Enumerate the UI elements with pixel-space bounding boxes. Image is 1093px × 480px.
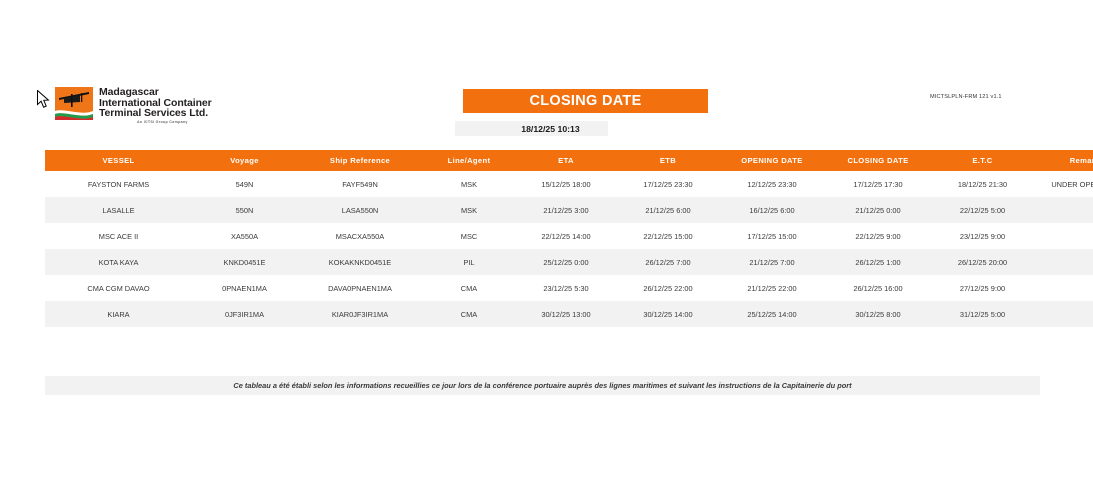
- column-header-voyage[interactable]: Voyage: [192, 150, 297, 171]
- cell-line-agent: PIL: [423, 249, 515, 275]
- cell-eta: 30/12/25 13:00: [515, 301, 617, 327]
- table-row[interactable]: FAYSTON FARMS 549N FAYF549N MSK 15/12/25…: [45, 171, 1093, 197]
- table-body: FAYSTON FARMS 549N FAYF549N MSK 15/12/25…: [45, 171, 1093, 327]
- table-row[interactable]: KOTA KAYA KNKD0451E KOKAKNKD0451E PIL 25…: [45, 249, 1093, 275]
- column-header-ship-reference[interactable]: Ship Reference: [297, 150, 423, 171]
- cell-voyage: KNKD0451E: [192, 249, 297, 275]
- cell-opening-date: 17/12/25 15:00: [719, 223, 825, 249]
- crane-glyph: [59, 92, 89, 107]
- cell-remarks: [1034, 301, 1093, 327]
- table-row[interactable]: KIARA 0JF3IR1MA KIAR0JF3IR1MA CMA 30/12/…: [45, 301, 1093, 327]
- cell-closing-date: 26/12/25 1:00: [825, 249, 931, 275]
- table-row[interactable]: MSC ACE II XA550A MSACXA550A MSC 22/12/2…: [45, 223, 1093, 249]
- cell-ship-reference: KIAR0JF3IR1MA: [297, 301, 423, 327]
- cell-voyage: 549N: [192, 171, 297, 197]
- cell-etc: 26/12/25 20:00: [931, 249, 1034, 275]
- cell-eta: 21/12/25 3:00: [515, 197, 617, 223]
- cell-etb: 30/12/25 14:00: [617, 301, 719, 327]
- column-header-closing-date[interactable]: CLOSING DATE: [825, 150, 931, 171]
- timestamp-banner: 18/12/25 10:13: [455, 121, 608, 136]
- cell-closing-date: 30/12/25 8:00: [825, 301, 931, 327]
- report-timestamp: 18/12/25 10:13: [521, 123, 580, 134]
- cell-etb: 22/12/25 15:00: [617, 223, 719, 249]
- cell-vessel: LASALLE: [45, 197, 192, 223]
- column-header-remarks[interactable]: Remarks: [1034, 150, 1093, 171]
- cell-line-agent: MSK: [423, 171, 515, 197]
- cell-line-agent: MSK: [423, 197, 515, 223]
- document-reference: MICTSLPLN-FRM 121 v1.1: [930, 94, 1002, 100]
- company-logo: Madagascar International Container Termi…: [55, 87, 212, 125]
- cell-closing-date: 22/12/25 9:00: [825, 223, 931, 249]
- table-row[interactable]: CMA CGM DAVAO 0PNAEN1MA DAVA0PNAEN1MA CM…: [45, 275, 1093, 301]
- cell-remarks: [1034, 223, 1093, 249]
- cell-vessel: MSC ACE II: [45, 223, 192, 249]
- cell-ship-reference: MSACXA550A: [297, 223, 423, 249]
- cell-opening-date: 21/12/25 7:00: [719, 249, 825, 275]
- cell-etb: 26/12/25 7:00: [617, 249, 719, 275]
- cell-opening-date: 21/12/25 22:00: [719, 275, 825, 301]
- logo-wordmark: Madagascar International Container Termi…: [99, 87, 212, 125]
- cell-etb: 26/12/25 22:00: [617, 275, 719, 301]
- cell-opening-date: 12/12/25 23:30: [719, 171, 825, 197]
- logo-tagline: An ICTSI Group Company: [137, 120, 188, 125]
- cell-etc: 18/12/25 21:30: [931, 171, 1034, 197]
- cell-vessel: KOTA KAYA: [45, 249, 192, 275]
- cell-etc: 31/12/25 5:00: [931, 301, 1034, 327]
- column-header-line-agent[interactable]: Line/Agent: [423, 150, 515, 171]
- cell-eta: 25/12/25 0:00: [515, 249, 617, 275]
- cell-etc: 23/12/25 9:00: [931, 223, 1034, 249]
- logo-crane-icon: [55, 87, 93, 120]
- cell-ship-reference: FAYF549N: [297, 171, 423, 197]
- cell-opening-date: 25/12/25 14:00: [719, 301, 825, 327]
- cell-vessel: KIARA: [45, 301, 192, 327]
- page-header: Madagascar International Container Termi…: [0, 0, 1093, 145]
- cell-ship-reference: KOKAKNKD0451E: [297, 249, 423, 275]
- cell-closing-date: 21/12/25 0:00: [825, 197, 931, 223]
- cell-remarks: [1034, 249, 1093, 275]
- cell-voyage: XA550A: [192, 223, 297, 249]
- cell-etb: 17/12/25 23:30: [617, 171, 719, 197]
- cell-etb: 21/12/25 6:00: [617, 197, 719, 223]
- cell-remarks: UNDER OPERATION: [1034, 171, 1093, 197]
- cell-eta: 15/12/25 18:00: [515, 171, 617, 197]
- cell-opening-date: 16/12/25 6:00: [719, 197, 825, 223]
- cell-remarks: [1034, 275, 1093, 301]
- cell-ship-reference: LASA550N: [297, 197, 423, 223]
- logo-line-2: International Container: [99, 96, 212, 109]
- cell-line-agent: CMA: [423, 301, 515, 327]
- page-title: CLOSING DATE: [529, 93, 642, 109]
- cell-ship-reference: DAVA0PNAEN1MA: [297, 275, 423, 301]
- column-header-vessel[interactable]: VESSEL: [45, 150, 192, 171]
- cell-eta: 22/12/25 14:00: [515, 223, 617, 249]
- footer-note-banner: Ce tableau a été établi selon les inform…: [45, 376, 1040, 395]
- footer-note-text: Ce tableau a été établi selon les inform…: [233, 381, 852, 390]
- cell-line-agent: CMA: [423, 275, 515, 301]
- column-header-opening-date[interactable]: OPENING DATE: [719, 150, 825, 171]
- cell-etc: 27/12/25 9:00: [931, 275, 1034, 301]
- cell-eta: 23/12/25 5:30: [515, 275, 617, 301]
- cell-voyage: 550N: [192, 197, 297, 223]
- cell-vessel: FAYSTON FARMS: [45, 171, 192, 197]
- cell-voyage: 0PNAEN1MA: [192, 275, 297, 301]
- cell-etc: 22/12/25 5:00: [931, 197, 1034, 223]
- column-header-eta[interactable]: ETA: [515, 150, 617, 171]
- column-header-etb[interactable]: ETB: [617, 150, 719, 171]
- table-row[interactable]: LASALLE 550N LASA550N MSK 21/12/25 3:00 …: [45, 197, 1093, 223]
- cell-line-agent: MSC: [423, 223, 515, 249]
- closing-date-table: VESSEL Voyage Ship Reference Line/Agent …: [45, 150, 1093, 327]
- cell-voyage: 0JF3IR1MA: [192, 301, 297, 327]
- cell-closing-date: 17/12/25 17:30: [825, 171, 931, 197]
- cell-remarks: [1034, 197, 1093, 223]
- logo-line-1: Madagascar: [99, 86, 159, 98]
- cell-closing-date: 26/12/25 16:00: [825, 275, 931, 301]
- table-header-row: VESSEL Voyage Ship Reference Line/Agent …: [45, 150, 1093, 171]
- cell-vessel: CMA CGM DAVAO: [45, 275, 192, 301]
- flag-stripes: [55, 110, 93, 120]
- table-header: VESSEL Voyage Ship Reference Line/Agent …: [45, 150, 1093, 171]
- page-title-banner: CLOSING DATE: [463, 89, 708, 113]
- column-header-etc[interactable]: E.T.C: [931, 150, 1034, 171]
- logo-line-3: Terminal Services Ltd.: [99, 107, 209, 120]
